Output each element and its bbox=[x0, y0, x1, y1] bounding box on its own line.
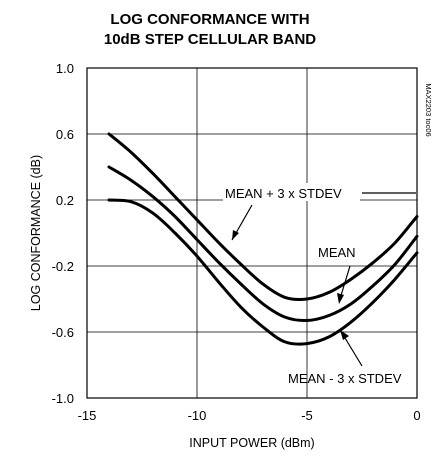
plot-frame bbox=[86, 67, 418, 399]
y-tick-label: 0.2 bbox=[56, 193, 74, 208]
series-mean-plus-3-stdev bbox=[107, 132, 419, 301]
y-tick-labels: 1.0 0.6 0.2 -0.2 -0.6 -1.0 bbox=[52, 61, 74, 406]
annot-mean-plus-3-stdev: MEAN + 3 x STDEV bbox=[225, 186, 342, 201]
x-tick-label: -15 bbox=[78, 408, 97, 423]
y-tick-label: 1.0 bbox=[56, 61, 74, 76]
annot-lower-arrowhead bbox=[340, 330, 349, 340]
x-tick-label: 0 bbox=[413, 408, 420, 423]
y-tick-label: 0.6 bbox=[56, 127, 74, 142]
grid-lines bbox=[87, 68, 417, 398]
x-tick-labels: -15 -10 -5 0 bbox=[78, 408, 421, 423]
y-tick-label: -0.2 bbox=[52, 259, 74, 274]
x-axis-label: INPUT POWER (dBm) bbox=[189, 436, 314, 450]
annot-mean-arrowhead bbox=[337, 293, 344, 304]
chart-title-line-2: 10dB STEP CELLULAR BAND bbox=[104, 31, 316, 48]
series-lines bbox=[107, 132, 419, 346]
x-tick-label: -10 bbox=[188, 408, 207, 423]
annot-mean-minus-3-stdev: MEAN - 3 x STDEV bbox=[288, 371, 402, 386]
series-mean bbox=[107, 165, 419, 323]
y-tick-label: -1.0 bbox=[52, 391, 74, 406]
chart-title-line-1: LOG CONFORMANCE WITH bbox=[110, 11, 309, 28]
y-tick-label: -0.6 bbox=[52, 325, 74, 340]
series-mean-minus-3-stdev bbox=[107, 198, 419, 346]
y-axis-label: LOG CONFORMANCE (dB) bbox=[29, 155, 43, 311]
figure-code: MAX2203 toc06 bbox=[424, 83, 433, 136]
annot-lower-arrow-line bbox=[341, 332, 363, 367]
x-tick-label: -5 bbox=[301, 408, 313, 423]
annot-upper-arrowhead bbox=[232, 230, 239, 240]
annot-mean: MEAN bbox=[318, 245, 356, 260]
annot-upper-backdrop bbox=[223, 183, 360, 201]
